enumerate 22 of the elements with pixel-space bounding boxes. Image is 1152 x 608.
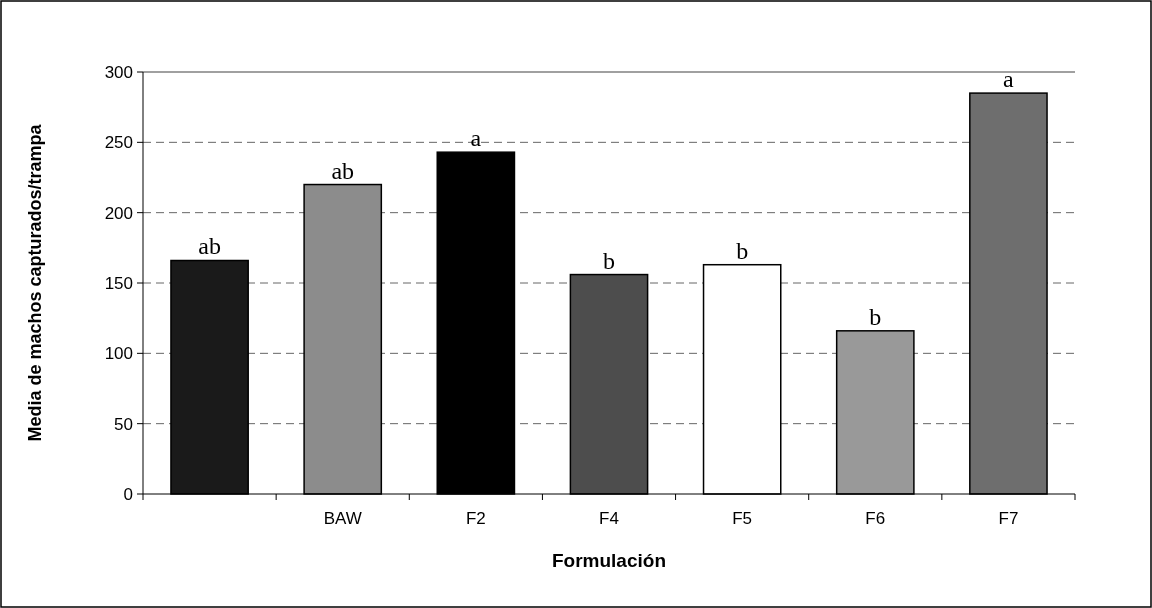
data-label: b bbox=[736, 237, 749, 264]
data-label: b bbox=[603, 247, 615, 274]
x-tick-label: F7 bbox=[998, 509, 1019, 528]
y-tick-label: 100 bbox=[104, 344, 133, 364]
y-tick-label: 250 bbox=[104, 133, 133, 153]
data-label: b bbox=[869, 303, 882, 330]
y-tick-label: 300 bbox=[104, 62, 133, 82]
y-tick-label: 0 bbox=[123, 484, 133, 504]
data-label: a bbox=[1003, 66, 1015, 93]
x-tick-label: F4 bbox=[599, 509, 619, 528]
y-axis-title: Media de machos capturados/trampa bbox=[25, 123, 45, 442]
x-tick-label: F2 bbox=[465, 509, 486, 528]
data-label: a bbox=[470, 125, 482, 152]
x-tick-label: BAW bbox=[323, 509, 362, 528]
data-label: ab bbox=[331, 157, 355, 184]
x-axis-title: Formulación bbox=[551, 550, 667, 571]
data-label: ab bbox=[198, 233, 221, 260]
x-tick-label: F6 bbox=[865, 509, 886, 528]
y-tick-label: 50 bbox=[114, 414, 133, 434]
x-tick-label: F5 bbox=[732, 509, 753, 528]
y-tick-label: 200 bbox=[104, 203, 133, 223]
y-tick-label: 150 bbox=[104, 273, 133, 293]
